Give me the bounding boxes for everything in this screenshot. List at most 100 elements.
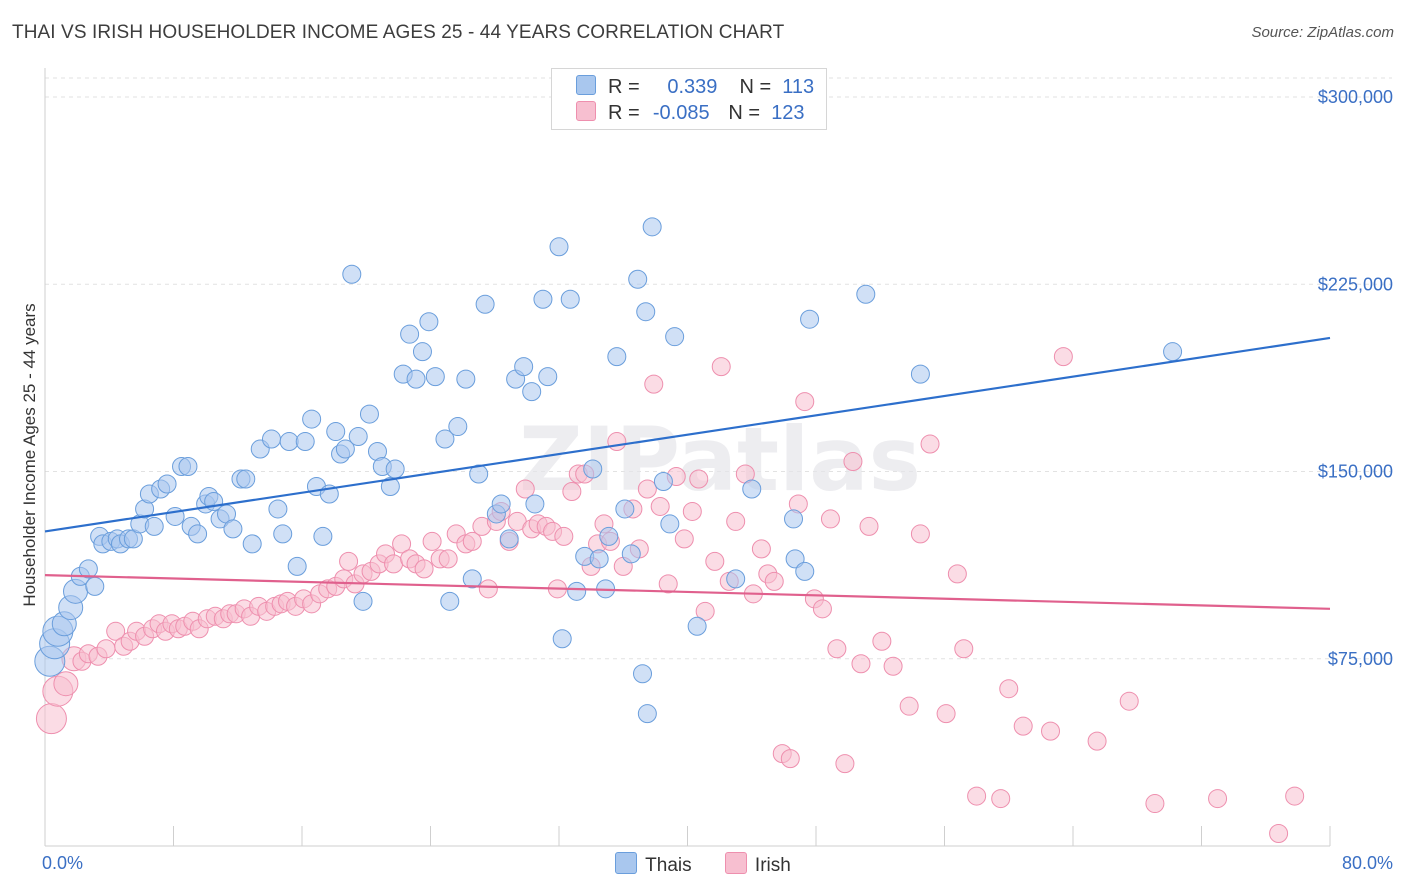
thai-point [795,561,815,581]
tick-labels: $75,000 $150,000 $225,000 $300,000 0.0% 80.0% [42,87,1393,873]
legend-item-thais[interactable]: Thais [615,852,692,877]
irish-point [883,656,903,676]
irish-point [339,551,359,571]
thai-point [462,569,482,589]
thai-point [599,526,619,546]
thai-point [335,439,355,459]
irish-point [1053,347,1073,367]
irish-point [954,639,974,659]
thai-point [522,382,542,402]
irish-point [751,539,771,559]
thai-point [385,459,405,479]
thai-point [440,591,460,611]
thai-point [583,459,603,479]
chart-title: THAI VS IRISH HOUSEHOLDER INCOME AGES 25… [12,22,785,43]
thai-point [295,432,315,452]
thai-point [726,569,746,589]
irish-point [843,452,863,472]
thai-point [784,509,804,529]
thai-point [435,429,455,449]
irish-point [106,621,126,641]
thai-point [800,309,820,329]
r-value: 0.339 [667,76,718,98]
thai-point [412,342,432,362]
thai-point [475,294,495,314]
r-value: -0.085 [652,102,710,124]
irish-legend-label: Irish [754,855,791,876]
n-value: 113 [782,76,815,98]
y-tick-label: $75,000 [1328,649,1393,669]
irish-point [835,754,855,774]
irish-legend-swatch [724,852,747,874]
thai-point [157,474,177,494]
n-label: N = [739,76,772,98]
thai-point [653,471,673,491]
irish-point [1119,691,1139,711]
thai-point [491,494,511,514]
thai-point [273,524,293,544]
irish-point [1269,824,1289,844]
thai-point [279,432,299,452]
thai-point [552,629,572,649]
thai-point [353,591,373,611]
thai-point [615,499,635,519]
irish-point [851,654,871,674]
irish-point [515,479,535,499]
thai-point [567,581,587,601]
thais-trend-line [44,336,1331,533]
irish-point [1285,786,1305,806]
thai-point [633,664,653,684]
thai-point [406,369,426,389]
irish-point [827,639,847,659]
thai-point [538,367,558,387]
thai-point [342,264,362,284]
irish-point [35,703,67,735]
irish-point [726,511,746,531]
thai-point [1163,342,1183,362]
thai-point [85,576,105,596]
irish-point [462,531,482,551]
x-tick-label-min: 0.0% [42,853,83,873]
irish-point [780,749,800,769]
irish-point [438,549,458,569]
irish-point [674,529,694,549]
irish-point [689,469,709,489]
irish-point [812,599,832,619]
thai-point [514,357,534,377]
irish-point [384,554,404,574]
irish-point [1013,716,1033,736]
irish-point [1087,731,1107,751]
source-label: Source: ZipAtlas.com [1251,24,1394,41]
legend-row-irish: R = -0.085 N = 123 [576,101,805,127]
irish-point [947,564,967,584]
legend-item-irish[interactable]: Irish [724,852,791,877]
thai-point [144,516,164,536]
thai-point [242,534,262,554]
r-label: R = [608,76,640,98]
irish-point [999,679,1019,699]
y-tick-label: $150,000 [1318,462,1393,482]
thai-point [637,704,657,724]
irish-point [967,786,987,806]
irish-point [1041,721,1061,741]
thai-point [665,327,685,347]
thai-point [326,422,346,442]
irish-point [795,392,815,412]
irish-point [96,639,116,659]
x-tick-label-max: 80.0% [1342,853,1393,873]
irish-point [910,524,930,544]
irish-point [920,434,940,454]
thai-point [525,494,545,514]
thai-point [856,284,876,304]
irish-point [414,559,434,579]
thai-point [607,347,627,367]
irish-point [711,357,731,377]
thai-point [589,549,609,569]
irish-point [859,516,879,536]
thai-point [549,237,569,257]
irish-point [991,789,1011,809]
thai-point [287,556,307,576]
thai-point [499,529,519,549]
irish-point [650,496,670,516]
thais-legend-label: Thais [645,855,692,876]
